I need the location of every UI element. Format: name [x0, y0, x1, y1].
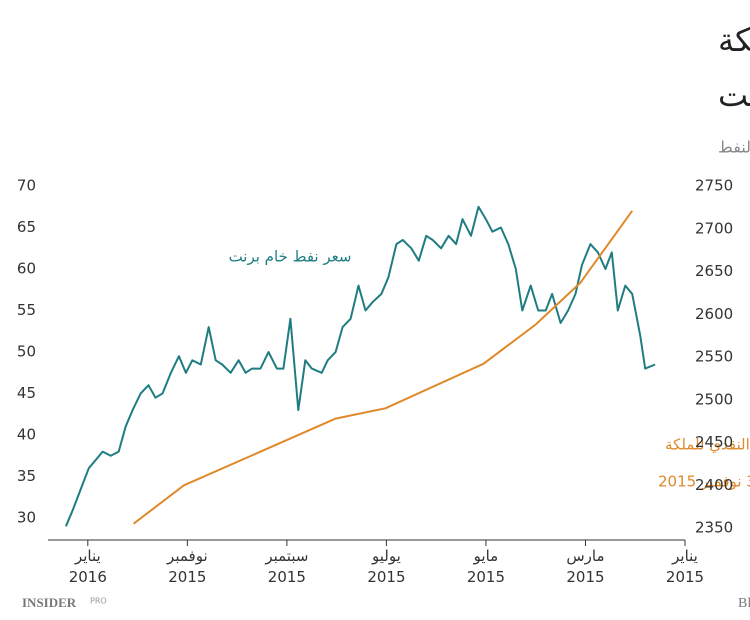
series-line	[64, 205, 656, 527]
x-tick-label: نوفمبر 2015	[167, 547, 208, 586]
y2-tick-label: 2600	[695, 305, 733, 323]
y2-tick-label: 2650	[695, 262, 733, 280]
annotation: السعودية في 30 نوفمبر 2015	[658, 473, 750, 492]
y2-tick-label: 2450	[695, 433, 733, 451]
series-line	[132, 210, 634, 525]
y-tick-label: 60	[17, 260, 36, 278]
x-tick-label: يناير 2016	[68, 547, 107, 586]
x-tick-label: مارس 2015	[566, 547, 605, 586]
x-tick-label: مايو 2015	[466, 547, 506, 586]
y-tick-label: 55	[17, 301, 36, 319]
y-tick-label: 45	[17, 384, 36, 402]
y2-tick-label: 2400	[695, 476, 733, 494]
y-tick-label: 35	[17, 467, 36, 485]
annotation: سعر نفط خام برنت	[229, 248, 352, 266]
chart-subtitle: الممتلكات تتناقص على خلفية انهيار أسعار …	[718, 137, 750, 158]
chart-title: المتلكات الأجنبية لبنك المملكة	[718, 20, 750, 59]
y-tick-label: 50	[17, 343, 36, 361]
y-tick-label: 65	[17, 218, 36, 236]
logo: INSIDER	[22, 595, 77, 610]
x-tick-label: يناير 2015	[665, 547, 705, 586]
y2-tick-label: 2500	[695, 390, 733, 408]
source: المصدر: Bloomberg	[738, 596, 750, 611]
y-tick-label: 40	[17, 426, 36, 444]
y2-tick-label: 2750	[695, 177, 733, 195]
y2-tick-label: 2550	[695, 348, 733, 366]
x-tick-label: يوليو 2015	[367, 547, 406, 586]
chart-title: السعودية وأسعار خام برنت	[718, 74, 750, 114]
y-tick-label: 30	[17, 509, 36, 527]
y2-tick-label: 2700	[695, 219, 733, 237]
logo: PRO	[90, 597, 107, 606]
y-tick-label: 70	[17, 177, 36, 195]
y2-tick-label: 2350	[695, 519, 733, 537]
x-tick-label: سبتمبر 2015	[265, 547, 309, 586]
annotation: الممتلكات الأجنبية لوكالة التداول النقدي…	[665, 435, 750, 455]
